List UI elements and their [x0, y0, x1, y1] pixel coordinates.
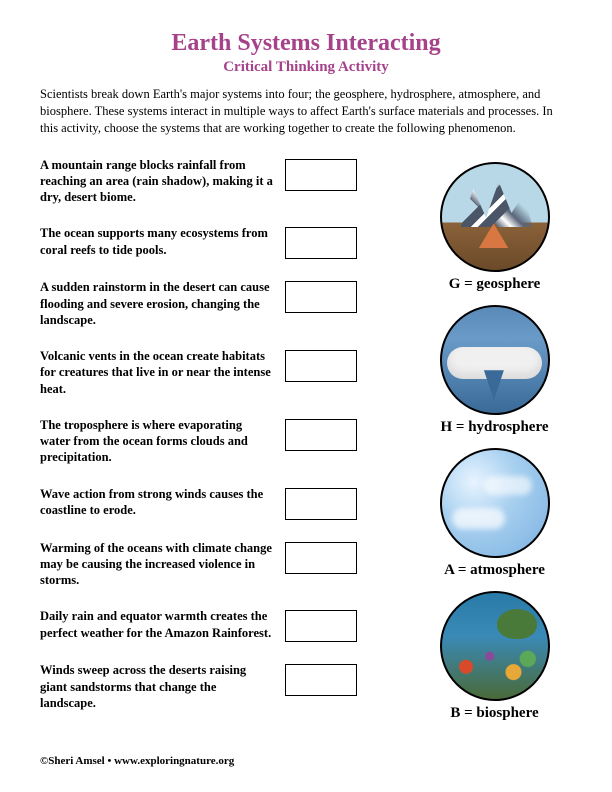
- sphere-item-geosphere: G = geosphere: [417, 162, 572, 293]
- sphere-item-atmosphere: A = atmosphere: [417, 448, 572, 579]
- question-row: Daily rain and equator warmth creates th…: [40, 608, 402, 642]
- content-area: A mountain range blocks rainfall from re…: [40, 157, 572, 732]
- answer-input[interactable]: [285, 281, 357, 313]
- answer-input[interactable]: [285, 488, 357, 520]
- sphere-label: A = atmosphere: [417, 562, 572, 579]
- hydrosphere-icon: [440, 305, 550, 415]
- questions-column: A mountain range blocks rainfall from re…: [40, 157, 402, 732]
- answer-input[interactable]: [285, 664, 357, 696]
- question-text: Winds sweep across the deserts raising g…: [40, 662, 275, 711]
- question-row: Winds sweep across the deserts raising g…: [40, 662, 402, 711]
- question-text: Volcanic vents in the ocean create habit…: [40, 348, 275, 397]
- answer-input[interactable]: [285, 227, 357, 259]
- question-text: Daily rain and equator warmth creates th…: [40, 608, 275, 641]
- question-row: Volcanic vents in the ocean create habit…: [40, 348, 402, 397]
- answer-input[interactable]: [285, 350, 357, 382]
- sphere-label: B = biosphere: [417, 705, 572, 722]
- sphere-item-biosphere: B = biosphere: [417, 591, 572, 722]
- copyright-footer: ©Sheri Amsel • www.exploringnature.org: [40, 755, 234, 767]
- question-text: A sudden rainstorm in the desert can cau…: [40, 279, 275, 328]
- legend-sidebar: G = geosphere H = hydrosphere A = atmosp…: [417, 157, 572, 732]
- question-text: The troposphere is where evaporating wat…: [40, 417, 275, 466]
- page-subtitle: Critical Thinking Activity: [40, 59, 572, 76]
- question-text: A mountain range blocks rainfall from re…: [40, 157, 275, 206]
- atmosphere-icon: [440, 448, 550, 558]
- page-title: Earth Systems Interacting: [40, 30, 572, 57]
- sphere-label: H = hydrosphere: [417, 419, 572, 436]
- question-row: The ocean supports many ecosystems from …: [40, 225, 402, 259]
- sphere-label: G = geosphere: [417, 276, 572, 293]
- biosphere-icon: [440, 591, 550, 701]
- question-text: Wave action from strong winds causes the…: [40, 486, 275, 519]
- answer-input[interactable]: [285, 159, 357, 191]
- question-row: The troposphere is where evaporating wat…: [40, 417, 402, 466]
- intro-text: Scientists break down Earth's major syst…: [40, 86, 572, 137]
- question-row: A sudden rainstorm in the desert can cau…: [40, 279, 402, 328]
- sphere-item-hydrosphere: H = hydrosphere: [417, 305, 572, 436]
- question-row: A mountain range blocks rainfall from re…: [40, 157, 402, 206]
- answer-input[interactable]: [285, 419, 357, 451]
- question-text: Warming of the oceans with climate chang…: [40, 540, 275, 589]
- question-row: Warming of the oceans with climate chang…: [40, 540, 402, 589]
- answer-input[interactable]: [285, 610, 357, 642]
- question-text: The ocean supports many ecosystems from …: [40, 225, 275, 258]
- geosphere-icon: [440, 162, 550, 272]
- answer-input[interactable]: [285, 542, 357, 574]
- question-row: Wave action from strong winds causes the…: [40, 486, 402, 520]
